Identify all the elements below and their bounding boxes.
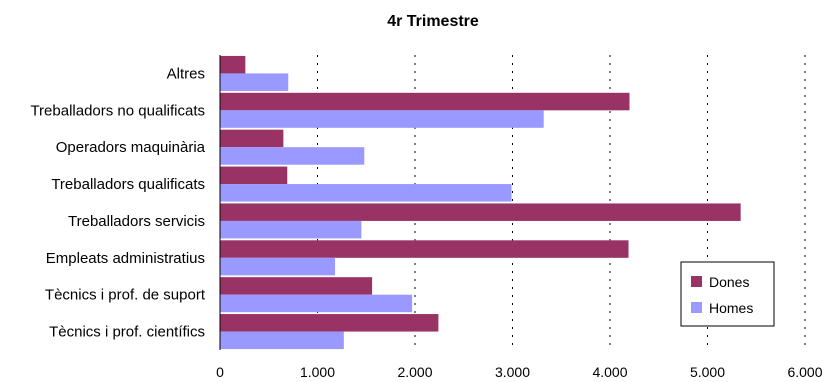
category-label: Operadors maquinària <box>56 139 206 156</box>
category-label: Altres <box>167 65 205 82</box>
x-tick-label: 6.000 <box>787 364 822 380</box>
bar-dones-6 <box>220 277 373 295</box>
legend-label-homes: Homes <box>709 300 753 316</box>
category-label: Treballadors no qualificats <box>30 102 205 119</box>
legend: Dones Homes <box>680 261 775 327</box>
x-tick-label: 5.000 <box>690 364 725 380</box>
bar-dones-0 <box>220 55 246 74</box>
x-tick-label: 0 <box>216 364 224 380</box>
bar-homes-3 <box>220 184 512 202</box>
bar-dones-4 <box>220 203 741 221</box>
legend-label-dones: Dones <box>709 274 749 290</box>
chart-title: 4r Trimestre <box>387 13 479 30</box>
bar-dones-5 <box>220 240 629 258</box>
legend-swatch-dones <box>691 276 702 287</box>
bar-homes-0 <box>220 73 289 91</box>
category-label: Treballadors qualificats <box>51 176 205 193</box>
x-tick-labels: 0 1.000 2.000 3.000 4.000 5.000 6.000 <box>216 364 823 380</box>
x-tick-label: 1.000 <box>300 364 335 380</box>
bar-homes-2 <box>220 147 365 165</box>
category-labels: Altres Treballadors no qualificats Operado… <box>30 65 205 340</box>
legend-box <box>680 261 775 327</box>
bar-homes-5 <box>220 257 336 276</box>
category-label: Tècnics i prof. de suport <box>45 287 206 304</box>
bar-homes-1 <box>220 110 544 128</box>
bar-homes-7 <box>220 331 344 350</box>
bar-homes-6 <box>220 294 413 313</box>
bar-dones-3 <box>220 166 288 185</box>
bars-group <box>220 55 741 350</box>
category-label: Tècnics i prof. científics <box>49 324 205 341</box>
category-label: Empleats administratius <box>46 250 205 267</box>
bar-dones-7 <box>220 314 439 332</box>
legend-swatch-homes <box>691 302 702 313</box>
x-tick-label: 4.000 <box>592 364 627 380</box>
x-tick-label: 2.000 <box>397 364 432 380</box>
bar-dones-1 <box>220 92 630 111</box>
category-label: Treballadors servicis <box>68 213 205 230</box>
bar-homes-4 <box>220 220 362 239</box>
bar-dones-2 <box>220 129 284 148</box>
x-tick-label: 3.000 <box>495 364 530 380</box>
